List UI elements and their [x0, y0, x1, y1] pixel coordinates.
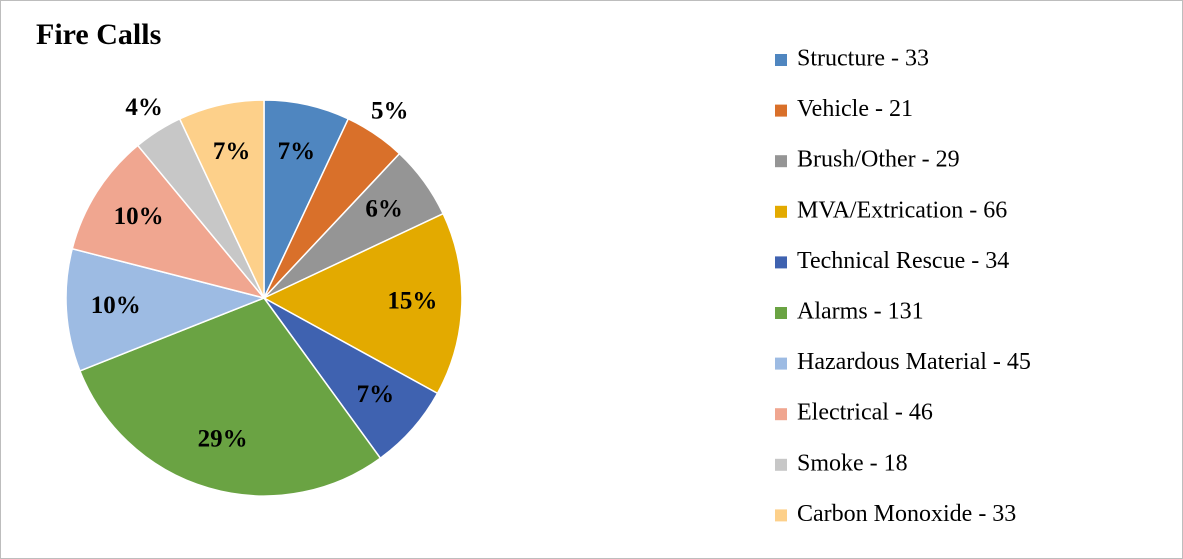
data-label: 5% [371, 98, 409, 125]
legend-swatch [775, 509, 787, 522]
legend-label: Electrical - 46 [797, 400, 933, 426]
legend-swatch [775, 155, 787, 168]
legend-label: Hazardous Material - 45 [797, 349, 1031, 375]
legend-label: Structure - 33 [797, 46, 929, 72]
legend-swatch [775, 307, 787, 319]
data-label: 10% [91, 292, 141, 319]
chart-title: Fire Calls [36, 18, 161, 51]
pie-slice [262, 212, 463, 395]
legend-label: MVA/Extrication - 66 [797, 197, 1007, 223]
legend-swatch [775, 256, 787, 269]
legend-label: Alarms - 131 [797, 299, 924, 325]
legend-swatch [775, 104, 787, 117]
data-label: 7% [278, 138, 316, 165]
legend-swatch [775, 54, 787, 66]
legend-swatch [775, 205, 787, 218]
data-label: 4% [125, 94, 163, 121]
legend-label: Carbon Monoxide - 33 [797, 501, 1016, 527]
pie-slice [71, 144, 267, 300]
data-label: 10% [114, 203, 164, 230]
legend-label: Smoke - 18 [797, 450, 908, 476]
legend-swatch [775, 408, 787, 421]
pie-slice [178, 99, 265, 299]
legend-swatch [775, 458, 787, 471]
legend-label: Technical Rescue - 34 [797, 248, 1009, 274]
legend-label: Vehicle - 21 [797, 96, 913, 122]
pie-slice [65, 247, 267, 372]
data-label: 29% [198, 425, 248, 452]
data-label: 6% [365, 195, 403, 222]
legend-label: Brush/Other - 29 [797, 147, 960, 173]
data-label: 15% [387, 287, 437, 314]
data-label: 7% [213, 138, 251, 165]
data-label: 7% [357, 381, 395, 408]
pie-slice [78, 297, 382, 497]
legend-swatch [775, 357, 787, 370]
